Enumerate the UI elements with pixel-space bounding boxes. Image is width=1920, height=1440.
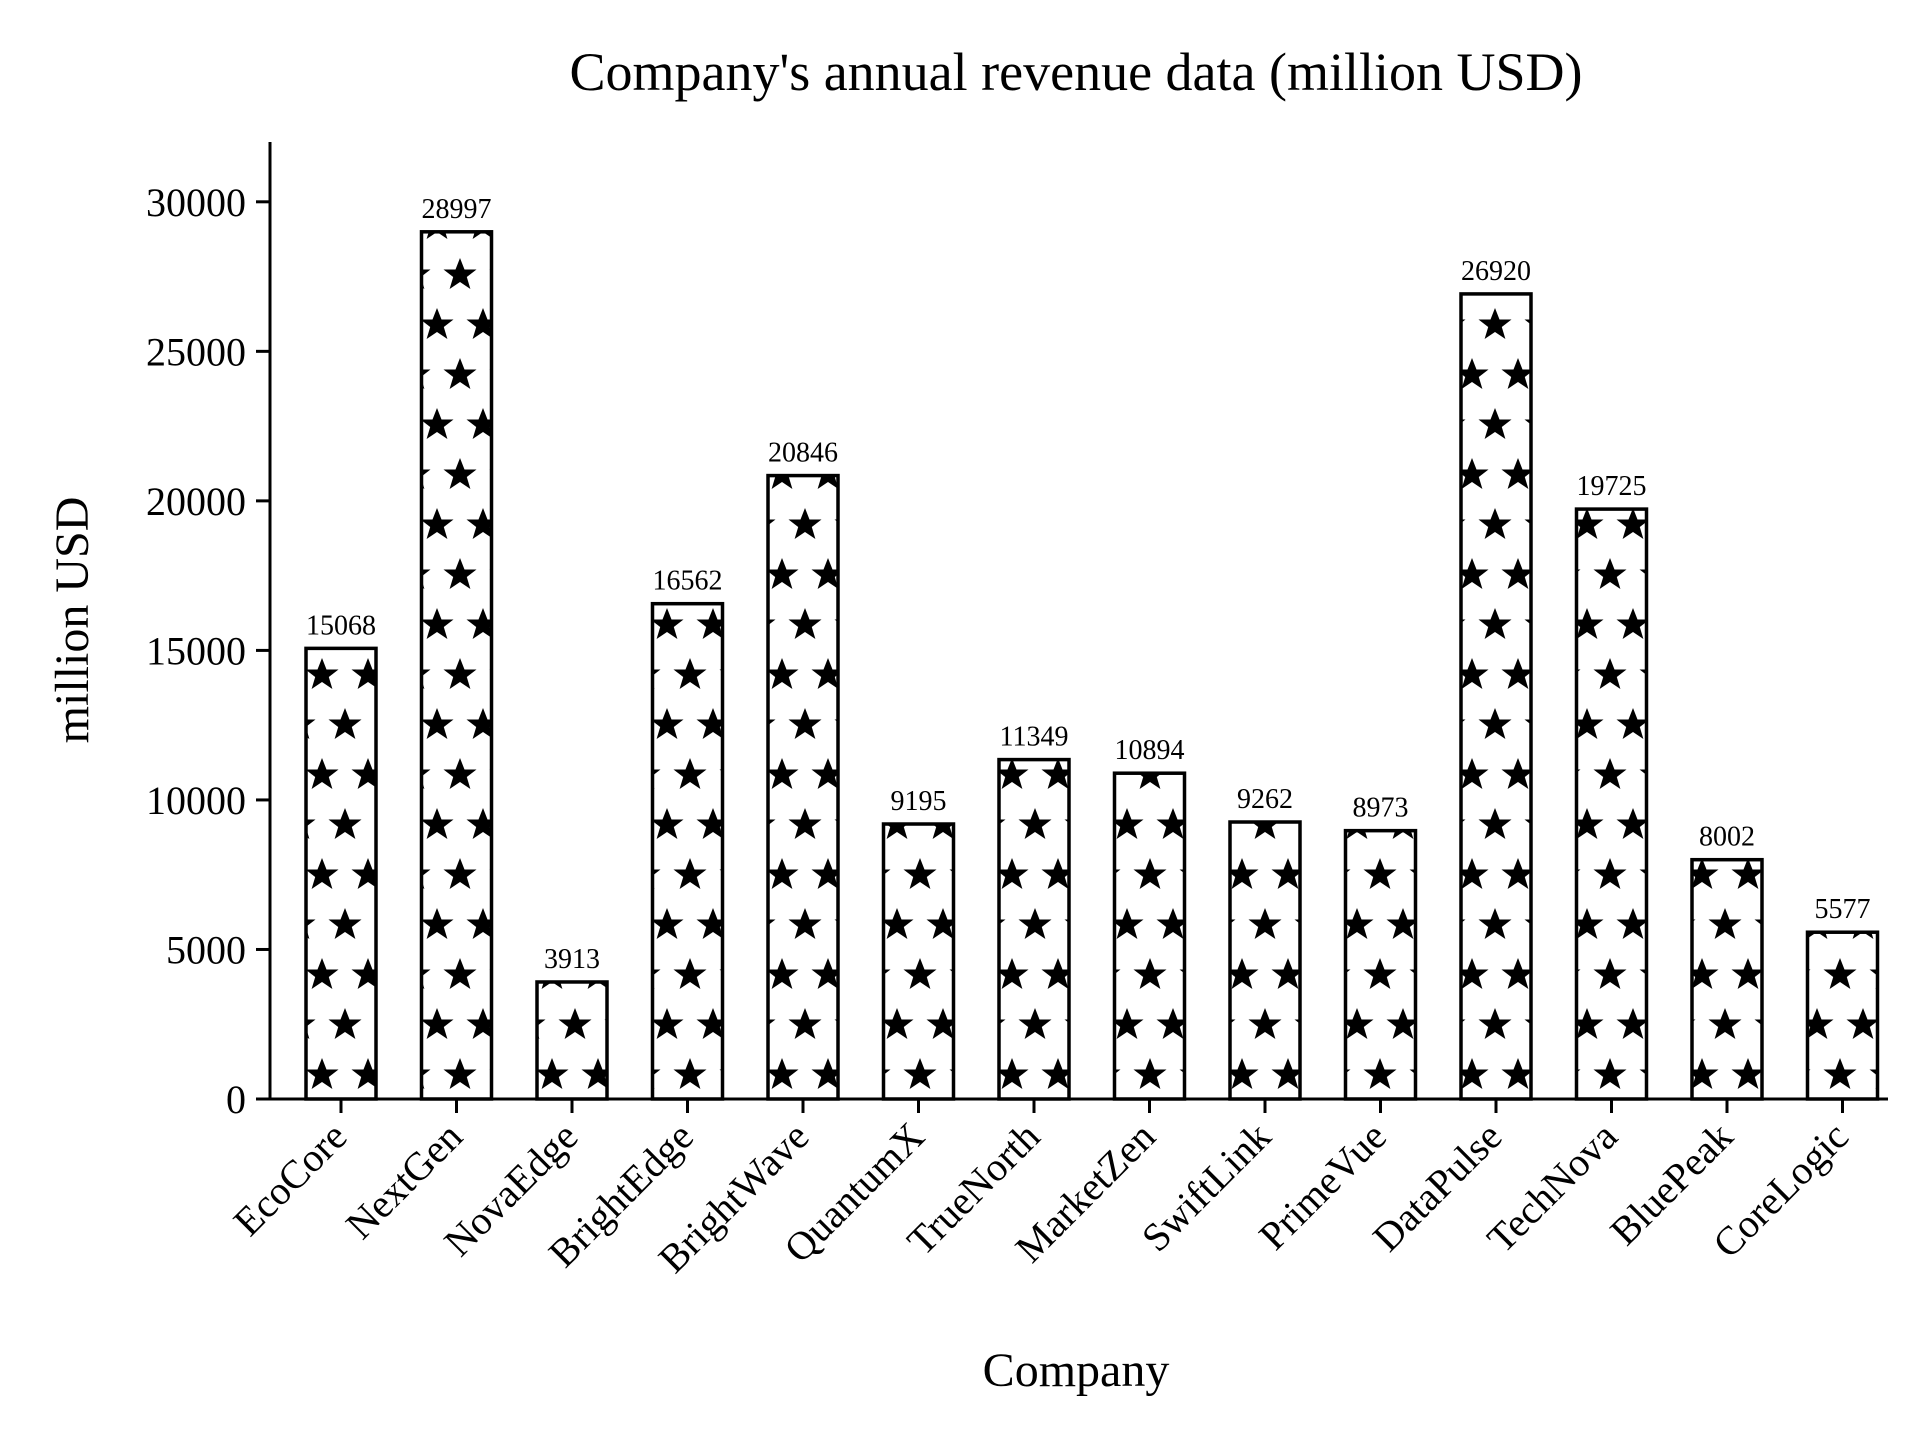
x-axis-label: Company xyxy=(983,1344,1170,1397)
data-label: 10894 xyxy=(1115,735,1185,766)
data-label: 8973 xyxy=(1353,793,1409,824)
x-axis-ticks: EcoCoreNextGenNovaEdgeBrightEdgeBrightWa… xyxy=(225,1099,1857,1281)
y-tick-label: 0 xyxy=(226,1077,246,1122)
bar-primevue xyxy=(1343,828,1418,1101)
y-tick-label: 20000 xyxy=(146,479,246,524)
data-label: 11349 xyxy=(1000,722,1069,753)
bar-marketzen xyxy=(1112,771,1187,1101)
data-label: 26920 xyxy=(1461,256,1531,287)
x-tick-label: EcoCore xyxy=(225,1114,356,1245)
bar-technova xyxy=(1574,507,1649,1101)
bar-truenorth xyxy=(997,757,1071,1101)
y-tick-label: 15000 xyxy=(146,628,246,673)
data-label: 9195 xyxy=(891,786,947,817)
y-tick-label: 30000 xyxy=(146,180,246,225)
data-label: 16562 xyxy=(653,566,723,597)
bar-quantumx xyxy=(881,822,956,1101)
x-tick-label: SwiftLink xyxy=(1133,1114,1280,1261)
y-tick-label: 10000 xyxy=(146,778,246,823)
data-label: 5577 xyxy=(1815,894,1871,925)
y-tick-label: 25000 xyxy=(146,329,246,374)
data-label: 20846 xyxy=(768,438,838,469)
data-label: 9262 xyxy=(1237,784,1293,815)
data-labels: 15068 28997 3913 16562 20846 9195 11349 10894 92… xyxy=(306,194,1871,975)
bar-swiftlink xyxy=(1228,820,1302,1101)
bar-nextgen xyxy=(419,230,494,1101)
bars xyxy=(304,230,1880,1101)
data-label: 15068 xyxy=(306,610,376,641)
bar-bluepeak xyxy=(1690,857,1764,1101)
bar-datapulse xyxy=(1459,292,1533,1101)
data-label: 28997 xyxy=(422,194,492,225)
data-label: 3913 xyxy=(544,944,600,975)
bar-novaedge xyxy=(535,980,609,1101)
y-axis-ticks: 0 5000 10000 15000 20000 25000 30000 xyxy=(146,180,270,1122)
data-label: 19725 xyxy=(1577,471,1647,502)
bar-corelogic xyxy=(1805,930,1880,1101)
y-axis-label: million USD xyxy=(46,497,99,744)
y-tick-label: 5000 xyxy=(166,927,246,972)
bar-ecocore xyxy=(304,646,378,1101)
bar-brightwave xyxy=(766,473,840,1101)
bar-brightedge xyxy=(650,601,725,1101)
data-label: 8002 xyxy=(1699,822,1755,853)
chart-title: Company's annual revenue data (million U… xyxy=(569,42,1582,102)
